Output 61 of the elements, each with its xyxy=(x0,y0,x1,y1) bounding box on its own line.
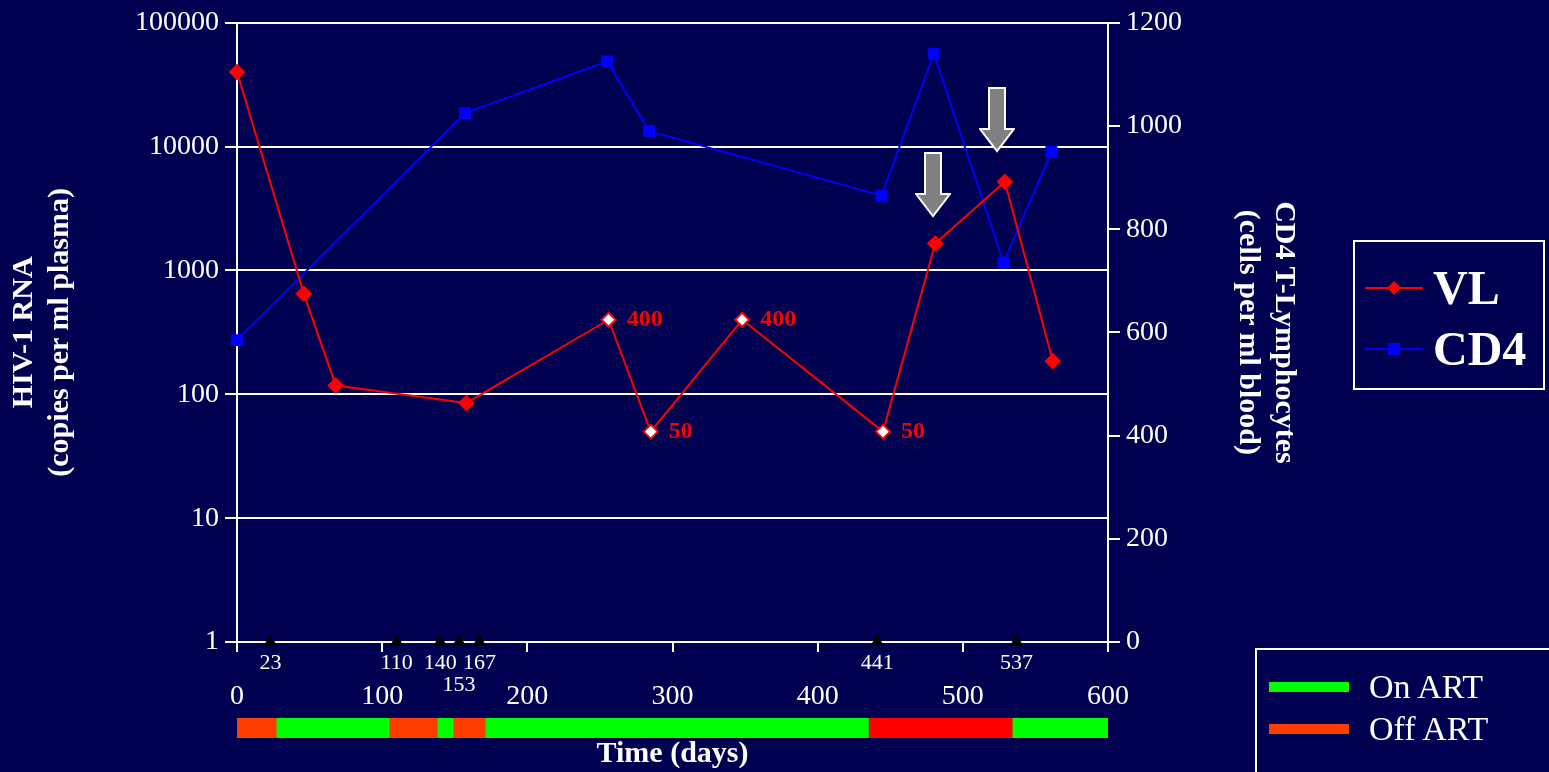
point xyxy=(327,377,344,394)
bar xyxy=(437,718,454,738)
bar xyxy=(275,718,390,738)
y-tick-label: 1 xyxy=(205,624,219,656)
point xyxy=(458,395,475,412)
y-tick-label: 100 xyxy=(177,376,219,408)
legend-label: On ART xyxy=(1369,668,1484,706)
point xyxy=(390,634,404,646)
point xyxy=(229,64,245,81)
x-tick-label: 0 xyxy=(230,679,244,711)
point xyxy=(295,285,312,302)
y-tick-label: 1000 xyxy=(163,252,219,284)
x-tick-label: 300 xyxy=(651,679,694,711)
bar xyxy=(1011,718,1108,738)
y-axis-title: HIV-1 RNA (copies per ml plasma) xyxy=(4,188,75,477)
annotation: 110 xyxy=(380,648,413,674)
data-label: 50 xyxy=(668,416,693,443)
y-tick-label: 10 xyxy=(191,500,219,532)
bar xyxy=(484,718,869,738)
point xyxy=(472,634,486,646)
x-axis-title: Time (days) xyxy=(596,734,749,769)
point xyxy=(996,173,1013,190)
y2-tick-label: 1200 xyxy=(1126,5,1182,37)
y-tick-label: 10000 xyxy=(149,129,219,160)
annotation: 441 xyxy=(860,648,894,674)
x-tick-label: 100 xyxy=(361,679,404,711)
data-label: 400 xyxy=(626,304,663,331)
point xyxy=(1044,353,1061,370)
x-tick-label: 200 xyxy=(506,679,549,711)
x-tick-label: 400 xyxy=(796,679,839,711)
point xyxy=(433,634,447,646)
point xyxy=(642,423,659,440)
bar xyxy=(237,718,277,738)
legend-label: CD4 xyxy=(1433,321,1527,376)
bar xyxy=(868,718,1013,738)
point xyxy=(734,311,751,328)
y2-tick-label: 0 xyxy=(1126,624,1140,656)
annotation: 537 xyxy=(1000,648,1034,674)
y-tick-label: 100000 xyxy=(135,5,219,37)
y2-tick-label: 200 xyxy=(1126,521,1168,553)
bar xyxy=(452,718,486,738)
legend-label: Off ART xyxy=(1369,710,1489,748)
y2-tick-label: 1000 xyxy=(1126,108,1182,140)
y2-tick-label: 400 xyxy=(1126,417,1168,449)
x-tick-label: 600 xyxy=(1087,679,1129,711)
data-label: 400 xyxy=(760,304,797,331)
y2-tick-label: 600 xyxy=(1126,314,1168,346)
point xyxy=(1009,634,1024,646)
point xyxy=(452,634,466,646)
bar xyxy=(389,718,438,738)
point xyxy=(870,634,884,646)
point xyxy=(263,634,277,646)
annotation: 23 xyxy=(259,648,282,674)
point xyxy=(874,423,891,440)
x-tick-label: 500 xyxy=(941,679,984,711)
legend-label: VL xyxy=(1433,260,1500,315)
point xyxy=(600,311,617,328)
y2-tick-label: 800 xyxy=(1126,211,1168,243)
point xyxy=(927,235,944,252)
data-label: 50 xyxy=(900,416,925,443)
y2-axis-title: CD4 T-Lymphocytes (cells per ml blood) xyxy=(1233,201,1304,464)
